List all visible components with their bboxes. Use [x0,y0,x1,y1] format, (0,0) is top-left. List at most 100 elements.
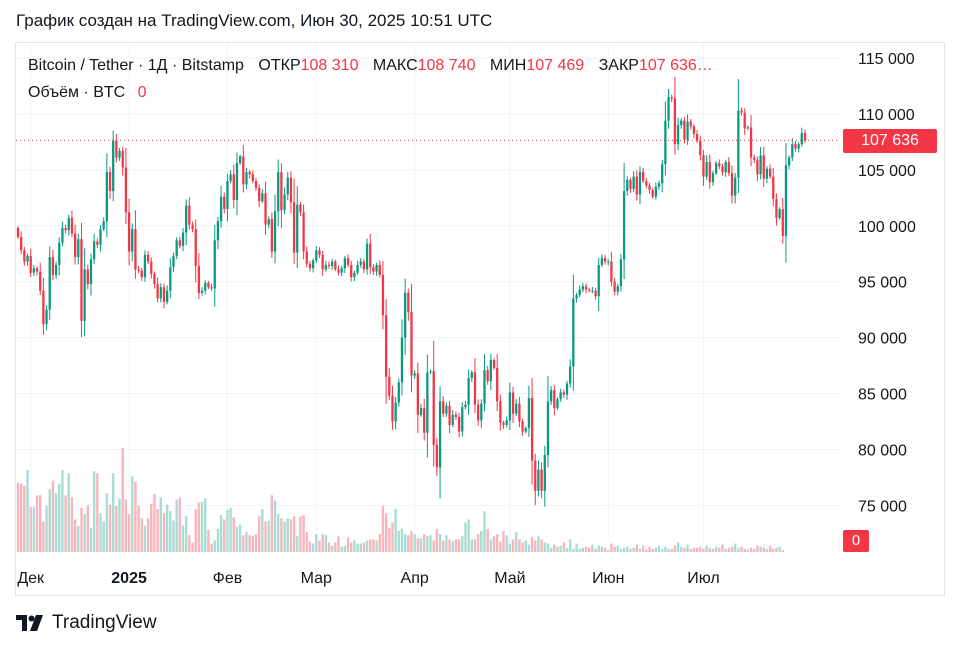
candle-body [404,292,407,338]
volume-bar [92,471,96,552]
volume-bar [654,547,658,552]
volume-bar [638,548,642,552]
candle-body [775,198,778,218]
candle-body [356,264,359,273]
candle-body [400,337,404,383]
y-tick-label: 75 000 [858,498,907,515]
candle-body [489,359,492,382]
candle-body [702,155,705,177]
volume-bar [556,546,559,552]
candle-body [603,258,607,262]
candle-body [781,208,784,236]
candle-body [273,211,277,252]
volume-bar [175,499,178,552]
candle-body [384,315,388,377]
volume-bar [219,515,223,552]
volume-bar [651,548,654,552]
y-tick-label: 80 000 [858,442,907,459]
volume-bar [610,543,613,552]
volume-bar [172,520,175,552]
candle-body [442,401,445,414]
candle-body [39,271,42,291]
candle-body [185,205,188,233]
volume-bar [194,508,197,552]
volume-bar [378,534,381,552]
volume-bar [670,548,673,552]
volume-bar [559,545,562,552]
candle-body [169,267,172,291]
chart-frame [15,42,945,596]
volume-bar [381,505,385,552]
legend-symbol[interactable]: Bitcoin / Tether · 1Д · Bitstamp [28,57,244,74]
volume-bar [321,534,324,552]
volume-bar [337,536,340,552]
volume-bar [48,489,51,552]
candle-body [343,258,347,269]
candle-body [480,403,483,421]
candle-body [378,264,381,275]
volume-bar [70,497,74,552]
volume-bar [58,483,61,552]
volume-bar [305,532,308,552]
candle-body [83,269,86,321]
candle-body [448,405,451,425]
candle-body [242,156,245,185]
volume-bar [73,519,77,552]
candle-body [597,264,600,297]
legend-high-label: МАКС [372,57,418,74]
candle-body [334,261,337,270]
volume-bar [162,513,166,552]
candle-body [45,309,48,325]
candle-body [470,372,473,378]
volume-bar [772,548,775,552]
volume-bar [645,549,648,552]
volume-bar [105,493,109,552]
candle-body [105,172,108,222]
candle-body [413,373,416,376]
candle-body [359,261,362,265]
candle-body [20,236,23,251]
candle-body [64,228,67,231]
volume-bar [657,545,661,552]
volume-bar [756,545,759,552]
volume-bar [603,547,607,552]
volume-bar [394,508,397,552]
volume-bar [502,531,505,552]
volume-bar [699,546,702,552]
candle-body [772,176,775,199]
candle-body [638,172,642,195]
candle-body [280,172,283,211]
legend-volume-label[interactable]: Объём · BTC [28,84,126,101]
volume-bar [124,499,128,552]
candle-body [718,163,721,167]
candle-body [121,150,124,168]
candle-body [734,177,737,196]
candle-body [89,259,93,284]
candle-body [794,144,797,149]
candle-body [803,132,807,141]
candle-body [73,233,77,258]
candle-body [791,144,794,158]
footer[interactable]: TradingView [16,612,157,634]
legend-high-value: 108 740 [417,57,476,74]
candle-body [324,264,327,270]
candle-body [159,287,162,299]
volume-bar [540,539,543,552]
candle-body [486,370,489,382]
candle-body [188,205,191,225]
y-tick-label: 105 000 [858,163,916,180]
candle-body [391,395,394,422]
candle-body [80,239,83,321]
candle-body [178,240,181,246]
candle-body [572,298,575,367]
legend-low-value: 107 469 [526,57,585,74]
y-tick-label: 90 000 [858,331,907,348]
volume-bar [683,547,686,552]
candle-body [607,261,610,263]
candle-body [245,172,248,185]
candle-body [549,390,553,402]
candle-body [35,268,39,272]
volume-bar [184,516,188,552]
last-price-tag: 107 636 [843,129,937,153]
